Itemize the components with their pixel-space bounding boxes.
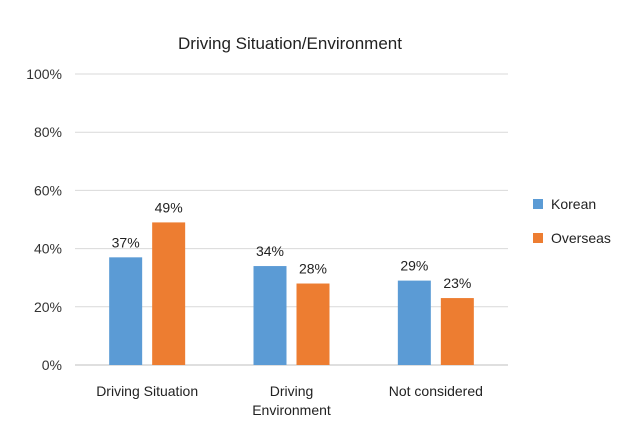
gridlines xyxy=(75,73,508,366)
legend: Korean Overseas xyxy=(533,196,611,246)
bar-korean xyxy=(253,266,287,365)
x-category-label: Driving Situation xyxy=(96,383,198,399)
legend-swatch-overseas xyxy=(533,233,543,243)
data-label: 34% xyxy=(256,243,284,259)
legend-swatch-korean xyxy=(533,199,543,209)
y-tick-label: 100% xyxy=(26,66,62,82)
y-tick-label: 20% xyxy=(34,299,62,315)
y-tick-label: 0% xyxy=(42,357,62,373)
data-label: 37% xyxy=(112,234,140,250)
data-label: 49% xyxy=(155,199,183,215)
y-tick-label: 40% xyxy=(34,241,62,257)
data-label: 23% xyxy=(443,275,471,291)
chart-title: Driving Situation/Environment xyxy=(178,34,402,53)
bar-overseas xyxy=(152,222,186,365)
bar-korean xyxy=(109,257,143,365)
legend-label-korean: Korean xyxy=(551,196,596,212)
x-category-label: Driving Environment xyxy=(252,383,331,418)
data-label: 29% xyxy=(400,258,428,274)
bars: 37% 49% 34% 28% 29% 23% xyxy=(109,199,474,365)
bar-korean xyxy=(397,280,431,365)
data-label: 28% xyxy=(299,261,327,277)
bar-overseas xyxy=(296,283,330,365)
legend-label-overseas: Overseas xyxy=(551,230,611,246)
y-tick-label: 80% xyxy=(34,124,62,140)
bar-overseas xyxy=(440,298,474,365)
y-axis: 0% 20% 40% 60% 80% 100% xyxy=(26,66,62,373)
y-tick-label: 60% xyxy=(34,182,62,198)
x-category-label: Not considered xyxy=(389,383,483,399)
x-axis: Driving Situation Driving Environment Not c… xyxy=(96,383,483,418)
